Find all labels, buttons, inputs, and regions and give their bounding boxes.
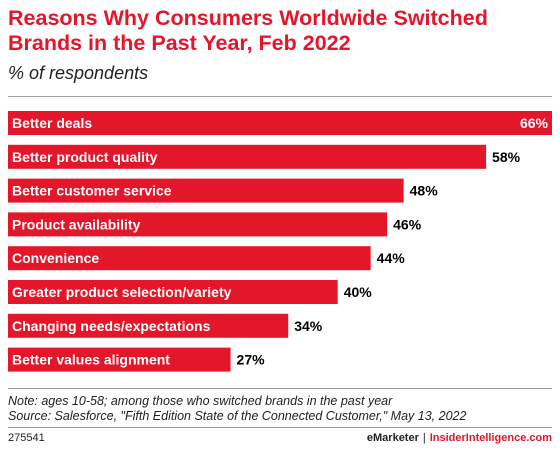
- bar-value-label: 27%: [237, 352, 266, 368]
- bar-chart: Better deals 66% Better product quality 58%…: [8, 111, 552, 372]
- bar-row: Better deals 66%: [8, 111, 552, 135]
- bar-category-label: Greater product selection/variety: [12, 284, 232, 300]
- bar: [8, 212, 388, 237]
- bottom-divider: [8, 388, 552, 389]
- bar-category-label: Better deals: [12, 115, 92, 131]
- bar: [8, 111, 552, 135]
- bar-row: Product availability 46%: [8, 212, 422, 237]
- bar: [8, 313, 289, 338]
- top-divider: [8, 96, 552, 97]
- bar-category-label: Better customer service: [12, 183, 172, 199]
- bar-value-label: 44%: [377, 250, 406, 266]
- brand-emarketer: eMarketer: [366, 432, 419, 444]
- bar-category-label: Better product quality: [12, 149, 158, 165]
- bar-value-label: 66%: [520, 115, 549, 131]
- bar: [8, 178, 404, 203]
- chart-note: Note: ages 10-58; among those who switch…: [8, 394, 393, 408]
- bar-value-label: 34%: [294, 318, 323, 334]
- bar-category-label: Product availability: [12, 216, 141, 232]
- footer-divider: [8, 427, 552, 428]
- bar-value-label: 58%: [492, 149, 521, 165]
- brand-separator: |: [422, 432, 426, 444]
- bar: [8, 246, 371, 271]
- chart-source: Source: Salesforce, "Fifth Edition State…: [8, 409, 467, 423]
- bar-category-label: Changing needs/expectations: [12, 318, 211, 334]
- bar-category-label: Convenience: [12, 250, 99, 266]
- bar-category-label: Better values alignment: [12, 352, 170, 368]
- bar-row: Convenience 44%: [8, 246, 406, 271]
- brand-insider-intelligence: InsiderIntelligence.com: [429, 432, 552, 444]
- chart-id: 275541: [8, 432, 45, 444]
- bar-value-label: 46%: [393, 216, 422, 232]
- bar-row: Better customer service 48%: [8, 178, 439, 203]
- bar-row: Greater product selection/variety 40%: [8, 280, 372, 304]
- chart-subtitle: % of respondents: [8, 63, 149, 83]
- bar-value-label: 48%: [410, 183, 439, 199]
- bar-row: Changing needs/expectations 34%: [8, 313, 323, 338]
- bar-row: Better values alignment 27%: [8, 347, 266, 372]
- bar-value-label: 40%: [344, 284, 373, 300]
- bar: [8, 144, 487, 169]
- brand-credit: eMarketer | InsiderIntelligence.com: [367, 431, 552, 445]
- bar-row: Better product quality 58%: [8, 144, 521, 169]
- chart-title: Reasons Why Consumers Worldwide Switched…: [8, 6, 488, 55]
- bar: [8, 347, 231, 372]
- bar: [8, 280, 338, 304]
